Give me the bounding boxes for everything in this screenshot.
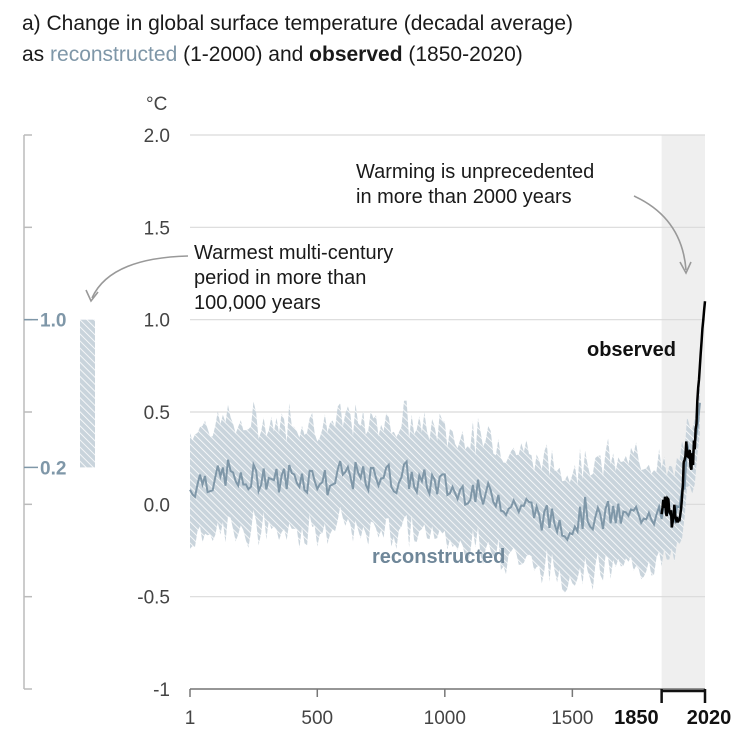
warming-annotation-line-1: Warming is unprecedented [356, 161, 594, 183]
x-tick-label-bold: 1850 [614, 707, 659, 729]
y-tick-label: -1 [153, 680, 170, 701]
y-tick-label: -0.5 [137, 588, 170, 609]
chart-title: a) Change in global surface temperature … [22, 8, 573, 70]
observation-period-bracket [660, 689, 707, 703]
title-observed: observed [309, 43, 403, 66]
warmest-arrow [91, 255, 189, 299]
warmest-annotation-line-3: 100,000 years [194, 292, 321, 314]
observed-series-label: observed [587, 339, 676, 361]
x-tick-label: 1 [185, 708, 196, 729]
y-tick-label: 0.0 [144, 495, 170, 516]
y-tick-label: 1.0 [144, 311, 170, 332]
title-range-1: (1-2000) and [177, 43, 310, 66]
warmest-arrowhead [85, 289, 99, 303]
title-as: as [22, 43, 51, 66]
side-panel-axis: 1.0 0.2 [23, 134, 66, 690]
title-range-2: (1850-2020) [402, 43, 523, 66]
x-tick-label-bold: 2020 [687, 707, 732, 729]
reconstructed-series-line [189, 402, 701, 542]
grid-lines [190, 134, 705, 690]
title-line-2: as reconstructed (1-2000) and observed (… [22, 39, 573, 70]
reconstructed-series-label: reconstructed [372, 546, 505, 568]
x-tick-label: 500 [301, 708, 333, 729]
axis-ticks: 2.01.51.00.50.0-0.5-11 500 1000 1500 1850 202… [137, 126, 731, 729]
y-tick-label: 2.0 [144, 126, 170, 147]
observed-series-line [660, 301, 707, 528]
y-tick-label: 0.5 [144, 403, 170, 424]
warming-arrowhead [679, 261, 692, 275]
warming-annotation-line-2: in more than 2000 years [356, 186, 572, 208]
y-unit-label: °C [146, 94, 167, 115]
side-axis-label: 0.2 [40, 458, 66, 479]
side-axis-label: 1.0 [40, 311, 66, 332]
warmest-period-bar [80, 319, 95, 468]
x-tick-label: 1000 [424, 708, 466, 729]
title-reconstructed: reconstructed [50, 43, 178, 66]
reconstructed-uncertainty-band [190, 375, 700, 593]
warmest-annotation-line-2: period in more than [194, 267, 366, 289]
y-tick-label: 1.5 [144, 218, 170, 239]
title-line-1: a) Change in global surface temperature … [22, 12, 573, 35]
warmest-annotation-line-1: Warmest multi-century [194, 242, 393, 264]
x-tick-label: 1500 [551, 708, 593, 729]
warming-arrow [633, 195, 687, 271]
